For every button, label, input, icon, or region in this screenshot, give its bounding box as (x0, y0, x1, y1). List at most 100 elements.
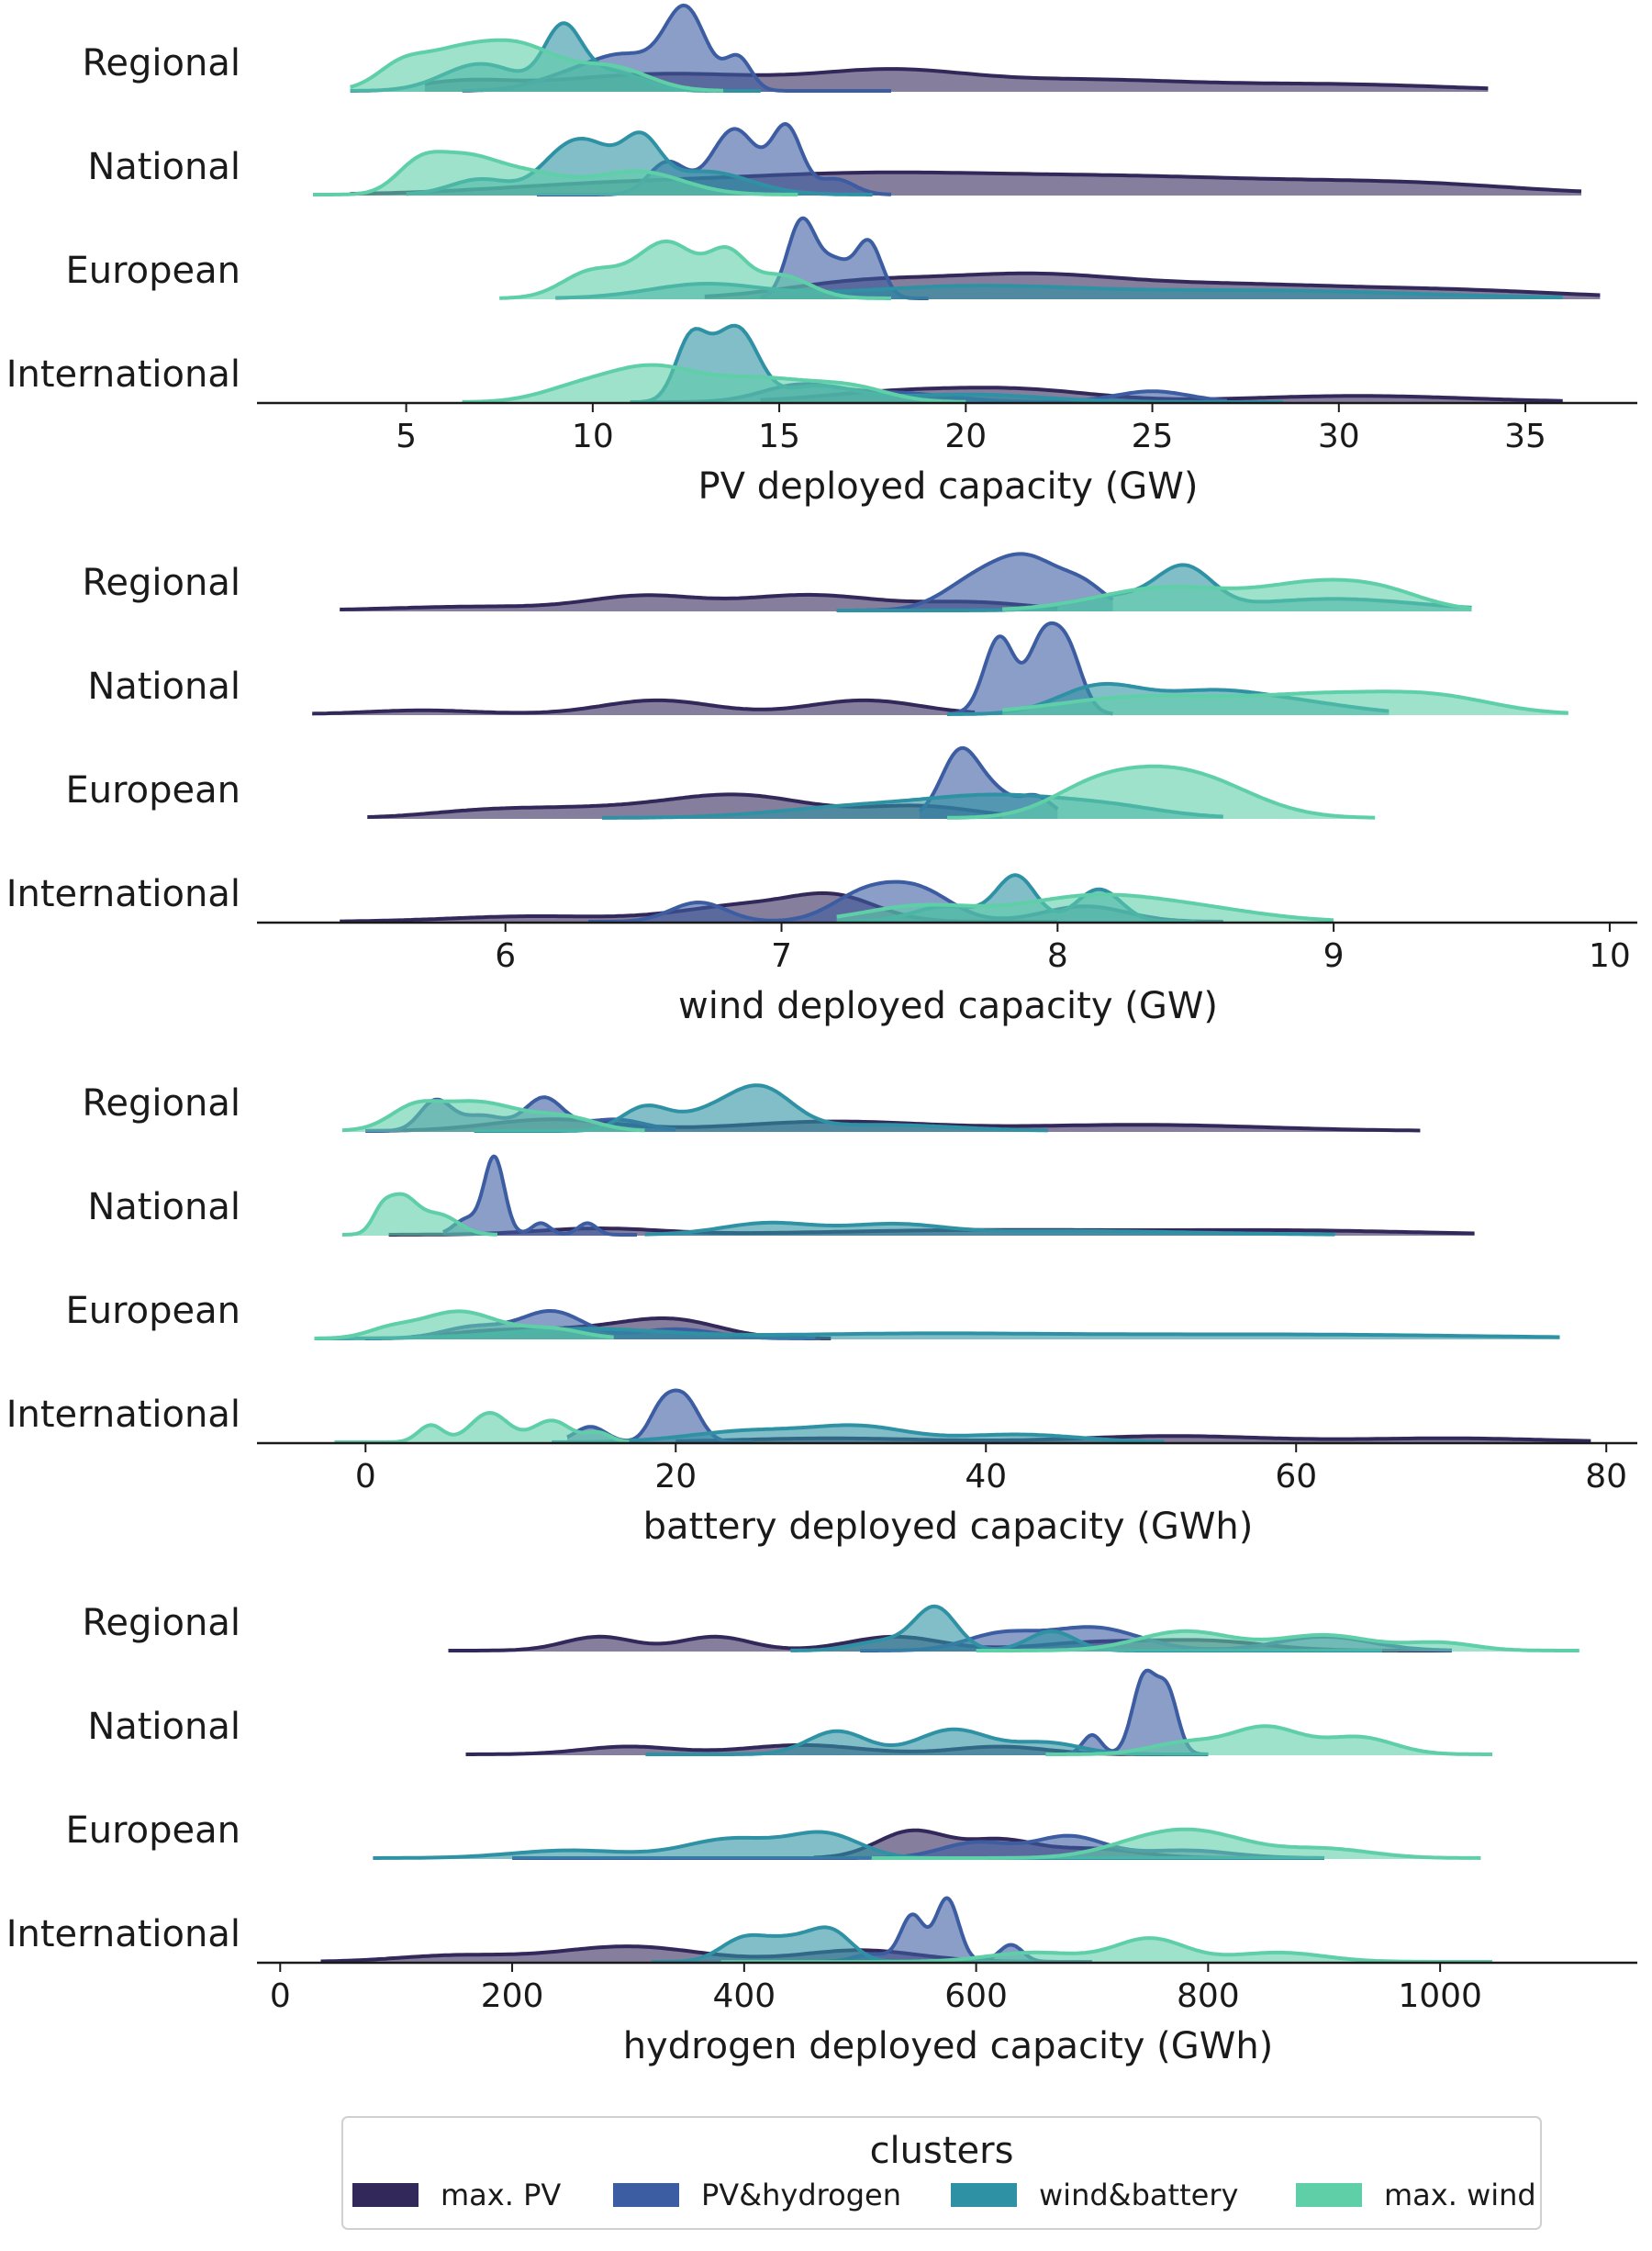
density-area-max-wind-european (947, 766, 1376, 819)
x-tick-label: 30 (1318, 418, 1360, 455)
ridge-row-international: International (6, 1388, 1591, 1444)
ridge-row-international: International (6, 1896, 1492, 1964)
legend-label-max-pv: max. PV (441, 2178, 561, 2212)
ridge-row-international: International (6, 873, 1334, 924)
row-label-international: International (6, 1913, 240, 1955)
density-area-wind-battery-international (552, 1425, 1165, 1443)
x-tick-label: 25 (1132, 418, 1174, 455)
density-line-max-wind-european (871, 1827, 1481, 1860)
x-tick-label: 0 (355, 1458, 376, 1495)
density-line-max-wind-international (462, 363, 966, 404)
x-tick-label: 800 (1177, 1977, 1240, 2015)
legend-label-pv-hydrogen: PV&hydrogen (701, 2178, 901, 2212)
row-label-national: National (87, 146, 240, 188)
density-line-max-wind-regional (1002, 577, 1472, 611)
density-area-max-wind-national (313, 151, 798, 196)
density-area-wind-battery-regional (790, 1606, 1382, 1652)
row-label-national: National (87, 666, 240, 708)
ridge-row-regional: Regional (82, 552, 1472, 612)
panel-wind-deployed-capacity-gw: Regional National European International 6 7 8… (6, 552, 1637, 1027)
row-label-international: International (6, 1394, 240, 1436)
row-label-european: European (65, 1290, 240, 1332)
legend-swatch-wind-battery (951, 2183, 1017, 2207)
row-label-regional: Regional (82, 42, 240, 84)
x-tick-label: 10 (572, 418, 614, 455)
x-tick-label: 5 (396, 418, 417, 455)
ridge-row-national: National (87, 621, 1568, 716)
legend-entry-max-wind: max. wind (1296, 2178, 1536, 2212)
density-area-max-wind-regional (350, 39, 724, 92)
ridge-row-regional: Regional (82, 3, 1489, 93)
row-label-national: National (87, 1706, 240, 1748)
density-line-max-wind-international (836, 892, 1334, 923)
density-line-max-wind-national (340, 1192, 498, 1237)
row-label-regional: Regional (82, 1602, 240, 1644)
legend-entry-max-pv: max. PV (352, 2178, 561, 2212)
x-tick-label: 600 (944, 1977, 1008, 2015)
x-tick-label: 40 (965, 1458, 1007, 1495)
row-label-international: International (6, 873, 240, 915)
x-tick-label: 35 (1504, 418, 1546, 455)
x-tick-label: 9 (1323, 937, 1345, 975)
ridge-row-international: International (6, 323, 1563, 404)
ridge-row-national: National (87, 1154, 1475, 1237)
x-tick-label: 15 (758, 418, 800, 455)
density-area-max-wind-regional (976, 1630, 1579, 1652)
panel-hydrogen-deployed-capacity-gwh: Regional National European International 0 20… (6, 1602, 1637, 2067)
density-area-pv-hydrogen-national (442, 1156, 637, 1236)
density-area-wind-battery-national (645, 1729, 1209, 1755)
density-area-pv-hydrogen-national (1045, 1670, 1209, 1755)
ridge-row-regional: Regional (82, 1602, 1579, 1652)
legend-entry-wind-battery: wind&battery (951, 2178, 1238, 2212)
density-area-max-pv-national (312, 700, 976, 715)
density-line-max-wind-regional (341, 1099, 645, 1133)
row-label-international: International (6, 353, 240, 396)
density-area-max-wind-international (836, 894, 1334, 923)
panel-pv-deployed-capacity-gw: Regional National European International 5 10… (6, 3, 1637, 508)
x-tick-label: 8 (1047, 937, 1068, 975)
density-area-pv-hydrogen-regional (836, 554, 1113, 611)
density-line-max-wind-european (314, 1309, 614, 1340)
density-line-max-wind-european (947, 764, 1376, 820)
x-tick-label: 80 (1585, 1458, 1627, 1495)
legend-swatch-max-wind (1296, 2183, 1362, 2207)
x-tick-label: 1000 (1398, 1977, 1482, 2015)
density-line-wind-battery-international (552, 1423, 1165, 1444)
density-line-max-wind-european (499, 239, 891, 300)
density-line-wind-battery-national (644, 1220, 1335, 1237)
legend-swatch-pv-hydrogen (613, 2183, 679, 2207)
x-axis-title: battery deployed capacity (GWh) (643, 1506, 1254, 1548)
legend-entries: max. PV PV&hydrogen wind&battery max. wind (352, 2178, 1536, 2212)
density-area-max-wind-regional (341, 1101, 645, 1132)
density-line-max-wind-regional (976, 1629, 1579, 1652)
density-area-max-wind-european (871, 1829, 1481, 1859)
density-line-pv-hydrogen-national (442, 1154, 638, 1237)
density-line-pv-hydrogen-national (946, 621, 1114, 716)
x-tick-label: 400 (712, 1977, 776, 2015)
ridge-row-national: National (87, 1668, 1492, 1756)
density-area-max-wind-international (462, 364, 966, 403)
density-area-max-wind-regional (1002, 579, 1472, 611)
ridge-row-european: European (65, 216, 1601, 300)
x-tick-label: 20 (654, 1458, 697, 1495)
x-tick-label: 7 (771, 937, 792, 975)
row-label-european: European (65, 1809, 240, 1852)
density-line-max-wind-national (1002, 689, 1568, 715)
density-line-max-wind-national (1045, 1724, 1492, 1756)
legend-entry-pv-hydrogen: PV&hydrogen (613, 2178, 901, 2212)
density-line-max-pv-national (312, 698, 976, 716)
row-label-european: European (65, 769, 240, 812)
density-line-max-wind-regional (350, 38, 724, 93)
x-axis-title: PV deployed capacity (GW) (698, 465, 1199, 508)
density-area-max-wind-european (314, 1311, 614, 1339)
ridge-row-european: European (65, 745, 1376, 820)
density-area-max-wind-international (334, 1413, 630, 1443)
density-line-max-wind-national (313, 150, 798, 196)
density-area-max-wind-national (1045, 1726, 1492, 1755)
row-label-national: National (87, 1186, 240, 1228)
x-axis-title: wind deployed capacity (GW) (678, 985, 1218, 1027)
ridge-row-european: European (65, 1290, 1560, 1340)
x-tick-label: 10 (1589, 937, 1631, 975)
ridge-row-national: National (87, 122, 1582, 196)
